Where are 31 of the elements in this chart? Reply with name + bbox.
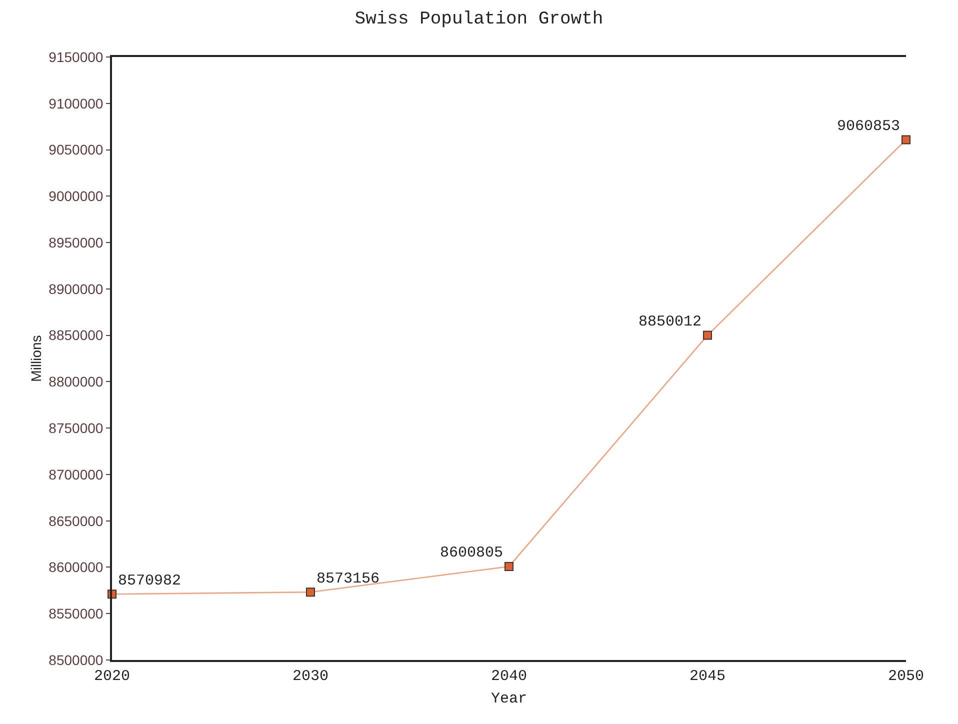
y-tick-label: 8550000: [48, 606, 104, 622]
y-tick-label: 8850000: [48, 327, 104, 344]
y-tick-label: 8950000: [48, 234, 104, 250]
x-tick-label: 2050: [888, 668, 924, 685]
y-tick-label: 8650000: [48, 512, 104, 529]
chart-title: Swiss Population Growth: [354, 9, 604, 30]
y-tick-label: 9150000: [48, 48, 104, 65]
x-axis-title: Year: [490, 690, 528, 708]
x-tick-label: 2040: [490, 668, 528, 685]
point: [504, 562, 514, 571]
x-tick-label: 2045: [689, 668, 726, 685]
y-tick-label: 8750000: [48, 420, 104, 436]
y-tick-label: 9000000: [48, 188, 104, 204]
data-label: 8850012: [638, 314, 702, 331]
y-tick-label: 8900000: [48, 280, 104, 297]
point: [306, 588, 315, 597]
data-label: 8573156: [316, 570, 380, 588]
data-label: 8600805: [440, 544, 503, 562]
data-label: 8570982: [118, 572, 182, 590]
y-tick-label: 8700000: [48, 466, 104, 482]
y-tick-label: 9050000: [48, 142, 104, 158]
y-tick-label: 8800000: [48, 374, 104, 390]
y-tick-label: 8500000: [48, 652, 104, 668]
x-tick-label: 2020: [94, 668, 130, 685]
y-tick-label: 8600000: [48, 559, 104, 576]
point: [902, 135, 910, 144]
y-tick-label: 9100000: [48, 95, 104, 112]
x-tick-label: 2030: [292, 668, 329, 685]
point: [703, 330, 712, 340]
data-label: 9060853: [836, 118, 900, 135]
y-axis-title: Millions: [28, 335, 44, 382]
